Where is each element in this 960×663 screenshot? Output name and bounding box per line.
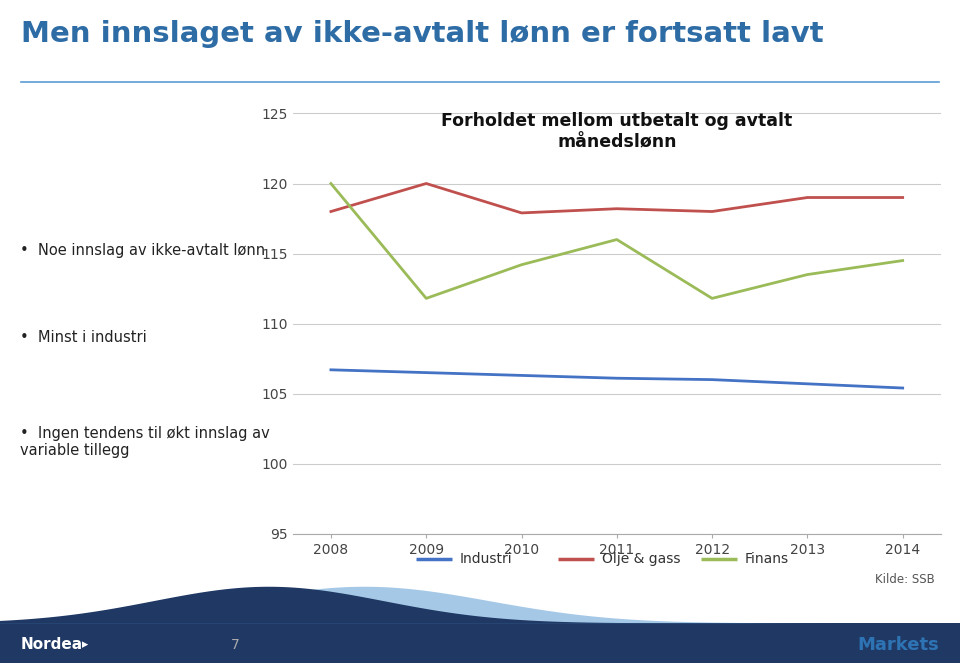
Text: •  Minst i industri: • Minst i industri (20, 330, 147, 345)
Text: ▸: ▸ (82, 638, 88, 651)
Text: •  Noe innslag av ikke-avtalt lønn: • Noe innslag av ikke-avtalt lønn (20, 243, 265, 259)
Polygon shape (0, 587, 960, 623)
Text: Nordea: Nordea (21, 637, 84, 652)
Polygon shape (0, 587, 960, 623)
Text: Kilde: SSB: Kilde: SSB (875, 573, 934, 586)
Text: Industri: Industri (459, 552, 512, 566)
Text: Markets: Markets (857, 636, 939, 654)
Bar (0, 623, 960, 663)
Text: •  Ingen tendens til økt innslag av
variable tillegg: • Ingen tendens til økt innslag av varia… (20, 426, 270, 458)
Text: Olje & gass: Olje & gass (602, 552, 681, 566)
Text: Finans: Finans (744, 552, 788, 566)
Text: 7: 7 (230, 638, 239, 652)
Text: Men innslaget av ikke-avtalt lønn er fortsatt lavt: Men innslaget av ikke-avtalt lønn er for… (21, 20, 824, 48)
Text: Forholdet mellom utbetalt og avtalt
månedslønn: Forholdet mellom utbetalt og avtalt måne… (442, 113, 792, 151)
